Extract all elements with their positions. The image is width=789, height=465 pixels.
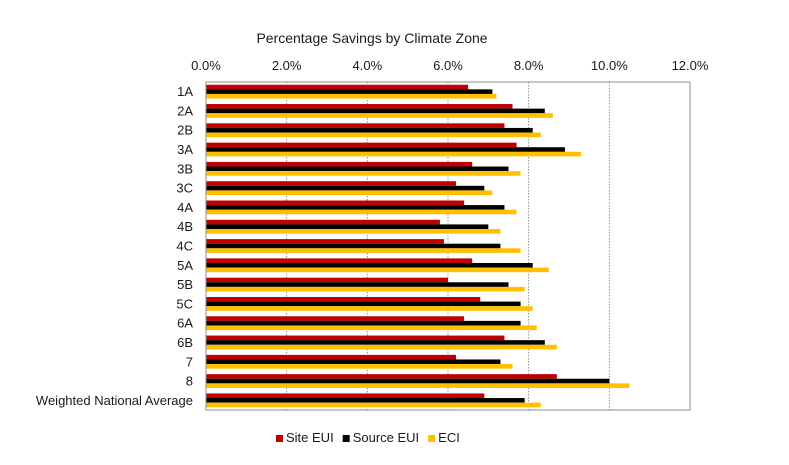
plot-area-frame xyxy=(205,81,691,411)
bar-site-eui xyxy=(206,84,469,90)
bar-site-eui xyxy=(206,104,513,109)
bar-eci xyxy=(206,383,630,388)
x-tick-label: 10.0% xyxy=(591,58,628,73)
bar-site-eui xyxy=(206,393,485,399)
y-category-label: 3A xyxy=(177,142,193,157)
bar-source-eui xyxy=(206,166,509,172)
bar-source-eui xyxy=(206,127,533,133)
bar-eci xyxy=(206,171,521,176)
bar-source-eui xyxy=(206,262,533,268)
legend-label: Site EUI xyxy=(286,430,334,445)
bar-site-eui xyxy=(206,200,465,206)
legend-label: Source EUI xyxy=(353,430,419,445)
y-category-label: 7 xyxy=(186,354,193,369)
x-tick-label: 4.0% xyxy=(353,58,383,73)
x-tick-label: 2.0% xyxy=(272,58,302,73)
bar-site-eui xyxy=(206,181,457,186)
y-category-label: 2B xyxy=(177,123,193,138)
bar-source-eui xyxy=(206,89,493,94)
bar-eci xyxy=(206,325,537,331)
y-category-label: 3C xyxy=(176,181,193,196)
y-category-label: 5A xyxy=(177,258,193,273)
bar-eci xyxy=(206,248,521,253)
y-category-label: 2A xyxy=(177,103,193,118)
x-axis-ticks: 0.0% 2.0% 4.0% 6.0% 8.0% 10.0% 12.0% xyxy=(191,58,709,73)
bar-source-eui xyxy=(206,301,521,307)
bar-eci xyxy=(206,151,582,157)
bar-eci xyxy=(206,364,513,369)
bar-eci xyxy=(206,344,557,350)
bar-source-eui xyxy=(206,205,505,210)
y-axis-categories: 1A 2A 2B 3A 3B 3C 4A 4B 4C 5A 5B 5C 6A 6B 7 8 Weighted N… xyxy=(36,84,193,408)
bar-source-eui xyxy=(206,320,521,326)
bar-site-eui xyxy=(206,161,473,167)
bar-site-eui xyxy=(206,277,448,283)
bar-source-eui xyxy=(206,340,545,345)
y-category-label: 5C xyxy=(176,296,193,311)
legend: Site EUI Source EUI ECI xyxy=(276,430,460,445)
bar-site-eui xyxy=(206,219,440,225)
y-category-label: 4C xyxy=(176,239,193,254)
bar-site-eui xyxy=(206,142,517,148)
bar-eci xyxy=(206,286,525,292)
x-tick-label: 8.0% xyxy=(514,58,544,73)
bar-eci xyxy=(206,209,517,215)
bar-eci xyxy=(206,113,553,118)
bar-source-eui xyxy=(206,282,509,287)
bar-source-eui xyxy=(206,398,525,403)
bar-source-eui xyxy=(206,359,501,365)
bar-source-eui xyxy=(206,108,545,114)
legend-swatch xyxy=(276,435,283,442)
bar-source-eui xyxy=(206,147,565,152)
bars xyxy=(206,84,630,408)
bar-site-eui xyxy=(206,123,505,128)
bar-site-eui xyxy=(206,354,457,360)
x-tick-label: 6.0% xyxy=(433,58,463,73)
bar-source-eui xyxy=(206,243,501,249)
legend-label: ECI xyxy=(438,430,460,445)
bar-source-eui xyxy=(206,224,489,230)
y-category-label: 6A xyxy=(177,316,193,331)
x-tick-label: 12.0% xyxy=(672,58,709,73)
y-category-label: 5B xyxy=(177,277,193,292)
bar-eci xyxy=(206,267,549,273)
y-category-label: 4B xyxy=(177,219,193,234)
y-category-label: Weighted National Average xyxy=(36,393,193,408)
bar-site-eui xyxy=(206,374,557,379)
bar-eci xyxy=(206,402,541,408)
y-category-label: 6B xyxy=(177,335,193,350)
bar-eci xyxy=(206,306,533,311)
bar-eci xyxy=(206,132,541,138)
legend-swatch xyxy=(342,435,350,442)
bar-eci xyxy=(206,190,493,196)
y-category-label: 1A xyxy=(177,84,193,99)
bar-eci xyxy=(206,93,497,99)
bar-site-eui xyxy=(206,258,473,263)
bar-eci xyxy=(206,229,501,234)
bar-source-eui xyxy=(206,185,485,191)
bar-site-eui xyxy=(206,316,465,321)
x-tick-label: 0.0% xyxy=(191,58,221,73)
legend-swatch xyxy=(428,435,436,442)
y-category-label: 3B xyxy=(177,161,193,176)
y-category-label: 4A xyxy=(177,200,193,215)
chart-title: Percentage Savings by Climate Zone xyxy=(256,30,487,46)
bar-site-eui xyxy=(206,239,444,244)
bar-source-eui xyxy=(206,378,610,384)
bar-site-eui xyxy=(206,296,481,302)
y-category-label: 8 xyxy=(186,374,193,389)
bar-site-eui xyxy=(206,335,505,341)
